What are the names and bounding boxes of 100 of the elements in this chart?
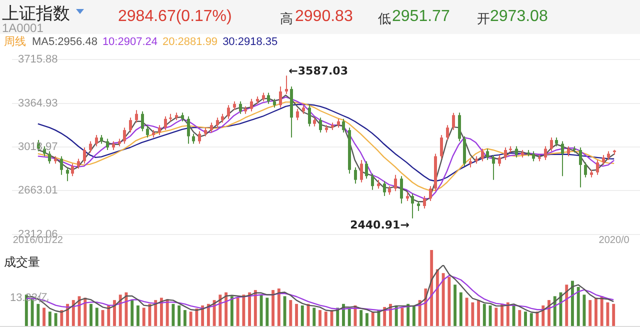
bar bbox=[242, 294, 246, 327]
bar bbox=[576, 286, 580, 327]
candlestick bbox=[267, 92, 270, 104]
bar bbox=[136, 305, 140, 327]
annotation: ←3587.03 bbox=[288, 64, 348, 78]
chart-subtitle: 1A0001 bbox=[2, 21, 44, 35]
bar bbox=[248, 292, 252, 327]
bar bbox=[84, 298, 87, 327]
bar bbox=[571, 280, 574, 327]
bar bbox=[113, 300, 116, 327]
candlestick bbox=[164, 116, 167, 131]
candlestick bbox=[394, 174, 397, 192]
candlestick bbox=[584, 162, 587, 178]
bar bbox=[442, 273, 445, 327]
bar bbox=[160, 298, 163, 327]
candlestick bbox=[417, 200, 420, 212]
candlestick bbox=[567, 146, 570, 157]
x-tick-label: 2016/01/22 bbox=[12, 235, 64, 246]
bar bbox=[371, 312, 374, 327]
candlestick bbox=[411, 193, 414, 219]
bar bbox=[189, 312, 192, 327]
bar bbox=[118, 294, 122, 327]
candlestick bbox=[515, 146, 518, 158]
annotation: 2440.91→ bbox=[350, 218, 410, 232]
candlestick bbox=[83, 146, 86, 164]
candlestick bbox=[146, 126, 149, 138]
candlestick bbox=[296, 108, 299, 121]
bar bbox=[506, 302, 510, 327]
candlestick bbox=[106, 138, 109, 150]
bar bbox=[530, 313, 533, 327]
bar bbox=[295, 304, 298, 327]
bar bbox=[606, 302, 610, 327]
candlestick bbox=[504, 146, 507, 160]
candlestick bbox=[532, 150, 535, 162]
chart-title: 成交量 bbox=[4, 254, 40, 271]
bar bbox=[224, 292, 228, 327]
bar bbox=[218, 294, 222, 327]
text: MA5:2956.48 bbox=[32, 36, 98, 48]
bar bbox=[436, 269, 439, 327]
bar bbox=[318, 310, 322, 327]
candlestick bbox=[239, 100, 242, 114]
bar bbox=[406, 304, 410, 327]
candlestick bbox=[423, 196, 426, 210]
candlestick bbox=[446, 124, 449, 141]
bar bbox=[360, 310, 363, 327]
text: 高 bbox=[280, 10, 293, 28]
candlestick bbox=[89, 140, 92, 153]
bar bbox=[366, 313, 368, 327]
y-tick-label: 3364.93 bbox=[18, 97, 58, 110]
candlestick bbox=[95, 134, 98, 147]
bar bbox=[48, 312, 52, 327]
bar bbox=[230, 296, 234, 327]
bar bbox=[236, 298, 240, 327]
bar bbox=[412, 305, 416, 327]
text: 2951.77 bbox=[392, 8, 450, 26]
candlestick bbox=[365, 160, 368, 180]
candlestick bbox=[383, 180, 386, 197]
text: 开 bbox=[477, 10, 490, 28]
candlestick bbox=[596, 159, 599, 176]
candlestick bbox=[579, 146, 582, 188]
bar bbox=[465, 298, 468, 327]
candlestick bbox=[250, 98, 253, 112]
candlestick bbox=[550, 137, 553, 152]
bar bbox=[178, 305, 181, 327]
candlestick bbox=[319, 117, 322, 134]
bar bbox=[594, 298, 598, 327]
candlestick bbox=[123, 127, 126, 144]
candlestick bbox=[158, 124, 161, 136]
bar bbox=[254, 290, 257, 327]
candlestick bbox=[135, 110, 138, 124]
bar bbox=[277, 288, 280, 327]
bar bbox=[482, 304, 486, 327]
candlestick bbox=[216, 117, 219, 128]
bar bbox=[524, 312, 527, 327]
bar bbox=[518, 310, 522, 327]
text: 2990.83 bbox=[295, 8, 353, 26]
bar bbox=[260, 294, 263, 327]
candlestick bbox=[71, 163, 74, 177]
candlestick bbox=[129, 117, 132, 134]
candlestick bbox=[400, 176, 403, 204]
candlestick bbox=[354, 166, 357, 184]
bar bbox=[494, 308, 498, 327]
candlestick bbox=[440, 134, 443, 160]
y-tick-label: 3715.88 bbox=[18, 54, 58, 66]
text: 20:2881.99 bbox=[162, 36, 218, 48]
candlestick bbox=[492, 154, 495, 180]
y-tick-label: 2663.01 bbox=[18, 184, 58, 197]
bar bbox=[90, 304, 92, 327]
candlestick bbox=[498, 154, 501, 167]
candlestick bbox=[544, 146, 547, 160]
bar bbox=[477, 300, 480, 327]
x-tick-label: 2020/0 bbox=[598, 235, 630, 246]
bar bbox=[183, 310, 186, 327]
candlestick bbox=[192, 133, 195, 144]
bar bbox=[172, 304, 175, 327]
candlestick bbox=[486, 148, 489, 160]
bar bbox=[448, 276, 451, 327]
bar bbox=[289, 300, 292, 327]
candlestick bbox=[429, 186, 432, 202]
candlestick bbox=[77, 158, 80, 170]
